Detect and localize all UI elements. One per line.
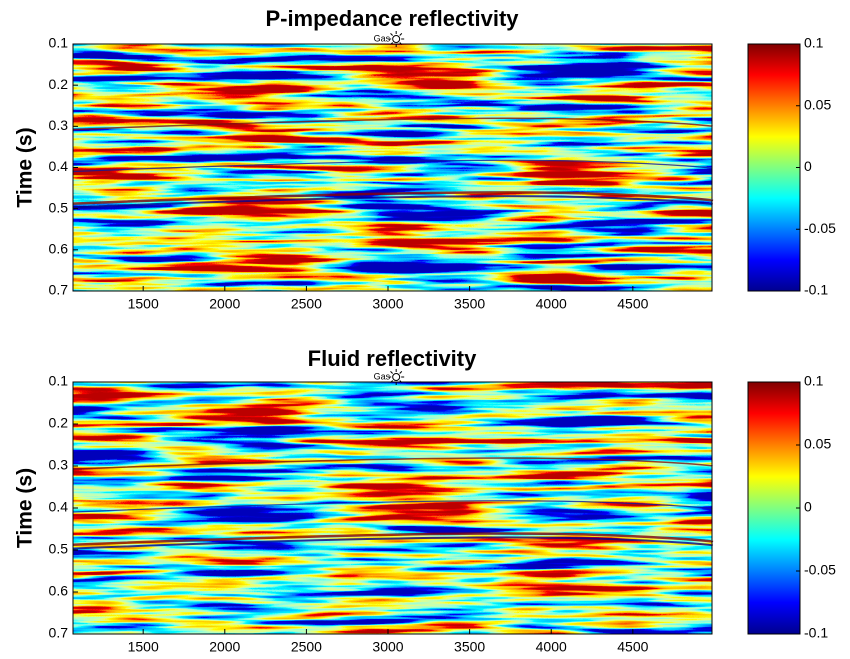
x-tick-label: 3000 [372, 296, 403, 312]
sun-ray [399, 42, 403, 46]
x-tick-label: 2500 [291, 639, 322, 655]
x-tick-label: 4500 [617, 639, 648, 655]
y-tick-label: 0.2 [49, 76, 69, 92]
colorbar [747, 381, 801, 635]
sun-ray [399, 380, 403, 384]
sun-ray [390, 380, 393, 384]
y-tick-label: 0.4 [49, 499, 69, 515]
colorbar-tick-label: 0.05 [804, 96, 831, 112]
sun-ray [399, 32, 403, 36]
y-tick-label: 0.5 [49, 541, 69, 557]
sun-ray [390, 370, 393, 374]
y-axis-label: Time (s) [14, 468, 37, 548]
y-tick-label: 0.6 [49, 241, 69, 257]
gas-marker: Gas [374, 369, 405, 385]
colorbar-tick-label: 0 [804, 158, 812, 174]
x-tick-label: 1500 [128, 639, 159, 655]
sun-ray [390, 32, 393, 36]
y-tick-label: 0.6 [49, 583, 69, 599]
colorbar-tick-label: 0.05 [804, 436, 831, 452]
annotation-label: Gas [374, 33, 391, 43]
y-tick-label: 0.7 [49, 282, 69, 298]
y-tick-label: 0.1 [49, 373, 69, 389]
colorbar-tick-label: 0.1 [804, 373, 824, 389]
sun-icon [392, 35, 401, 43]
reflector [72, 195, 714, 209]
reflector [72, 500, 713, 513]
gas-marker: Gas [374, 31, 405, 47]
panel-title: P-impedance reflectivity [265, 6, 519, 31]
y-tick-label: 0.5 [49, 199, 69, 215]
reflector [72, 457, 713, 470]
reflector [72, 532, 714, 547]
y-tick-label: 0.2 [49, 415, 69, 431]
sun-ray [399, 370, 403, 374]
colorbar-tick-label: -0.05 [804, 562, 836, 578]
x-tick-label: 4000 [536, 639, 567, 655]
x-tick-label: 3500 [454, 639, 485, 655]
sun-ray [390, 42, 393, 46]
x-tick-label: 2000 [209, 296, 240, 312]
colorbar-tick-label: -0.1 [804, 625, 828, 641]
y-tick-label: 0.4 [49, 158, 69, 174]
x-tick-label: 2500 [291, 296, 322, 312]
reflector [72, 536, 714, 550]
panel-title: Fluid reflectivity [308, 346, 477, 371]
sun-icon [392, 373, 401, 381]
x-tick-label: 4000 [536, 296, 567, 312]
colorbar-tick-label: 0.1 [804, 35, 824, 51]
x-tick-label: 2000 [209, 639, 240, 655]
annotation-label: Gas [374, 371, 391, 381]
y-tick-label: 0.3 [49, 117, 69, 133]
x-tick-label: 4500 [617, 296, 648, 312]
colorbar-tick-label: -0.1 [804, 282, 828, 298]
reflector [72, 117, 713, 131]
reflector [72, 159, 713, 173]
colorbar-tick-label: 0 [804, 499, 812, 515]
y-tick-label: 0.1 [49, 35, 69, 51]
colorbar-tick-label: -0.05 [804, 220, 836, 236]
x-tick-label: 3500 [454, 296, 485, 312]
y-tick-label: 0.7 [49, 625, 69, 641]
y-axis-label: Time (s) [14, 127, 37, 207]
y-tick-label: 0.3 [49, 457, 69, 473]
colorbar [747, 43, 801, 292]
x-tick-label: 3000 [372, 639, 403, 655]
x-tick-label: 1500 [128, 296, 159, 312]
reflector [72, 191, 714, 205]
